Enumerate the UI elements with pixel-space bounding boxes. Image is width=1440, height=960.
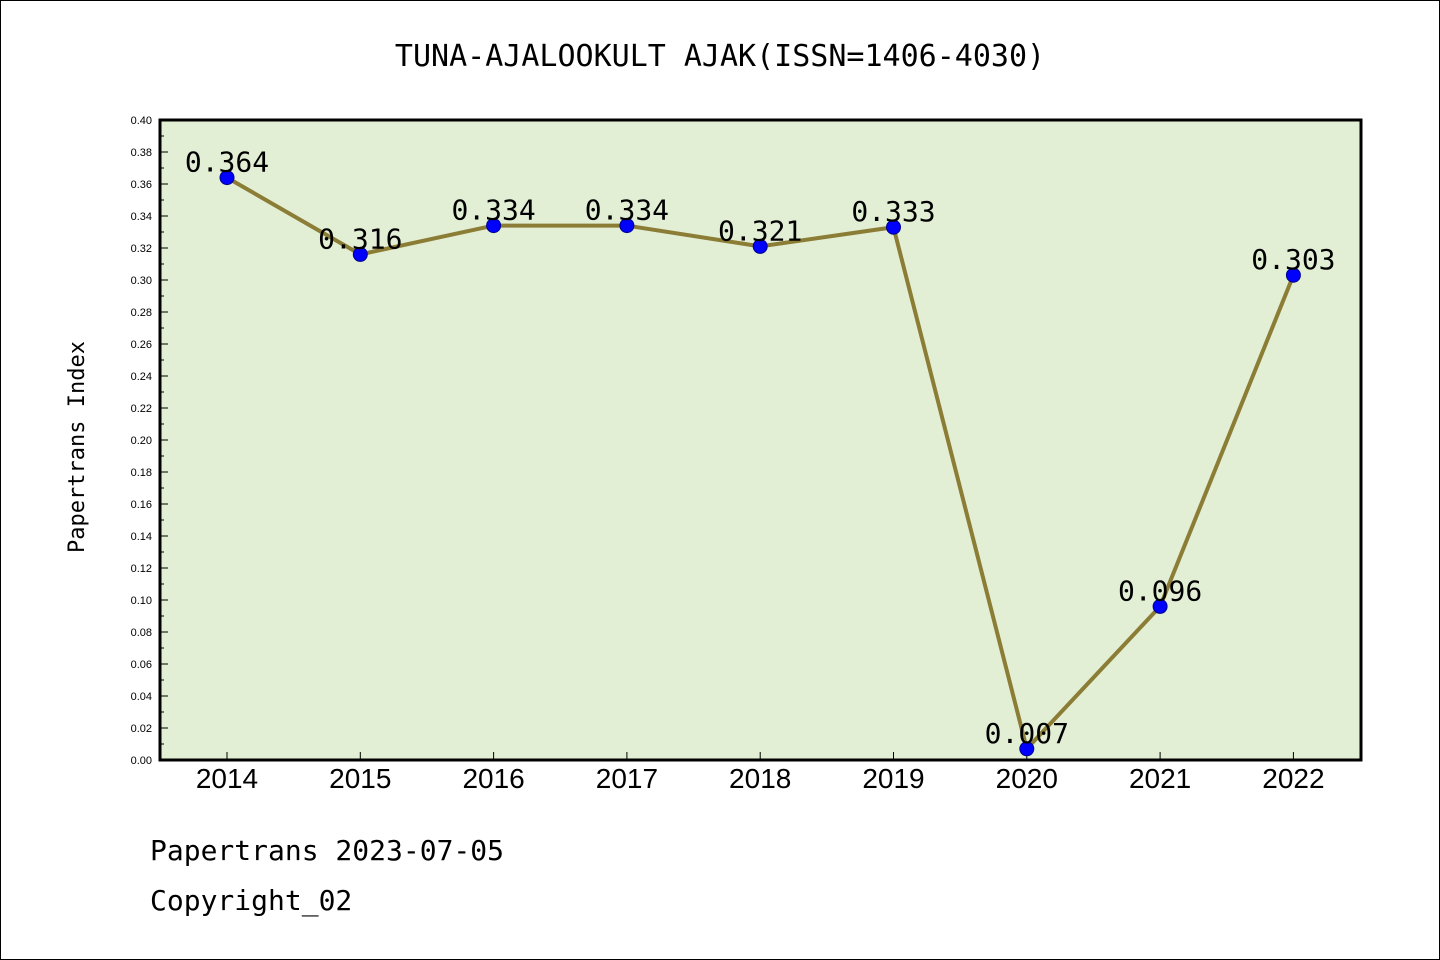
y-tick-label: 0.20 bbox=[131, 435, 152, 447]
data-label: 0.096 bbox=[1118, 574, 1202, 607]
y-tick-label: 0.18 bbox=[131, 467, 152, 479]
y-tick-label: 0.24 bbox=[131, 371, 152, 383]
footer-date: Papertrans 2023-07-05 bbox=[150, 834, 505, 867]
data-label: 0.334 bbox=[451, 194, 535, 227]
data-point bbox=[352, 246, 368, 262]
data-point bbox=[886, 219, 901, 235]
y-tick-label: 0.08 bbox=[131, 627, 152, 639]
x-tick-label: 2014 bbox=[196, 763, 258, 794]
data-label: 0.303 bbox=[1251, 243, 1335, 276]
chart-title: TUNA-AJALOOKULT AJAK(ISSN=1406-4030) bbox=[395, 39, 1045, 74]
y-tick-label: 0.26 bbox=[131, 339, 152, 351]
y-tick-label: 0.28 bbox=[131, 307, 152, 319]
y-tick-label: 0.14 bbox=[131, 531, 152, 543]
x-tick-label: 2017 bbox=[596, 763, 658, 794]
y-tick-label: 0.32 bbox=[131, 243, 152, 255]
plot-area bbox=[158, 118, 1363, 762]
y-axis-ticks: 0.00 0.02 0.04 0.06 0.08 0.10 0.12 0.14 0.16 0.18… bbox=[131, 115, 168, 767]
y-tick-label: 0.04 bbox=[131, 691, 152, 703]
x-axis-ticks: 2014 2015 2016 2017 2018 2019 2020 2021 2022 bbox=[196, 752, 1325, 794]
data-label: 0.334 bbox=[585, 194, 669, 227]
data-label: 0.316 bbox=[318, 222, 402, 255]
y-tick-label: 0.36 bbox=[131, 179, 152, 191]
y-tick-label: 0.40 bbox=[131, 115, 152, 127]
data-point bbox=[486, 218, 502, 234]
y-tick-label: 0.06 bbox=[131, 659, 152, 671]
x-tick-label: 2020 bbox=[996, 763, 1058, 794]
x-tick-label: 2019 bbox=[862, 763, 924, 794]
y-tick-label: 0.22 bbox=[131, 403, 152, 415]
y-tick-label: 0.12 bbox=[131, 563, 152, 575]
y-tick-label: 0.02 bbox=[131, 723, 152, 735]
y-tick-label: 0.38 bbox=[131, 147, 152, 159]
footer-copyright: Copyright_02 bbox=[150, 884, 353, 917]
x-tick-label: 2018 bbox=[729, 763, 791, 794]
data-label: 0.321 bbox=[718, 214, 802, 247]
data-point bbox=[219, 170, 235, 186]
data-label: 0.333 bbox=[851, 195, 935, 228]
data-points bbox=[219, 170, 1301, 757]
data-point bbox=[619, 218, 635, 234]
y-tick-label: 0.10 bbox=[131, 595, 152, 607]
y-tick-label: 0.30 bbox=[131, 275, 152, 287]
data-labels: 0.364 0.316 0.334 0.334 0.321 0.333 0.007 0.096… bbox=[185, 146, 1336, 750]
x-tick-label: 2021 bbox=[1129, 763, 1191, 794]
y-tick-label: 0.00 bbox=[131, 755, 152, 767]
data-label: 0.007 bbox=[985, 717, 1069, 750]
x-tick-label: 2022 bbox=[1262, 763, 1324, 794]
data-point bbox=[752, 238, 768, 254]
data-point bbox=[1152, 598, 1168, 614]
data-point bbox=[1019, 741, 1035, 757]
x-tick-label: 2015 bbox=[329, 763, 391, 794]
data-label: 0.364 bbox=[185, 146, 269, 179]
y-tick-label: 0.16 bbox=[131, 499, 152, 511]
y-axis-label: Papertrans Index bbox=[65, 341, 90, 553]
x-tick-label: 2016 bbox=[462, 763, 524, 794]
y-tick-label: 0.34 bbox=[131, 211, 152, 223]
data-point bbox=[1285, 267, 1301, 283]
